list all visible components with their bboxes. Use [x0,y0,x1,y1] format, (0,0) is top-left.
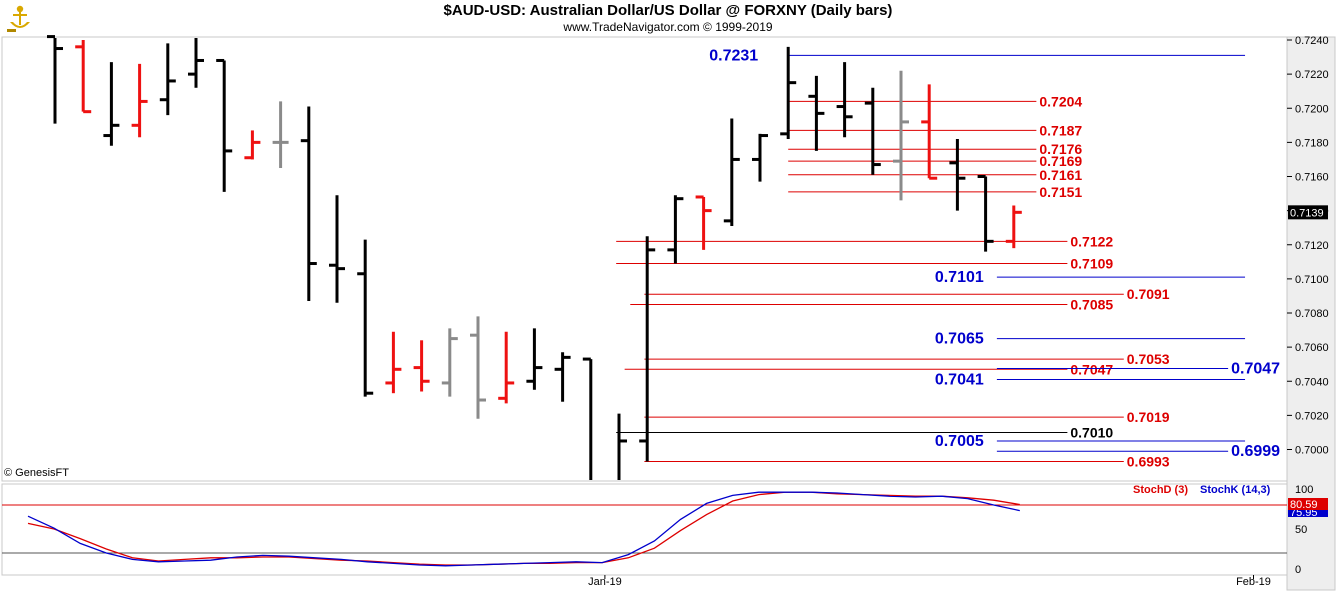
ohlc-bar [357,239,374,397]
ohlc-bar [47,35,63,124]
level-label: 0.7151 [1039,184,1082,200]
level-label: 0.7109 [1070,256,1113,272]
stoch-tick-label: 50 [1295,524,1307,536]
ohlc-bar [949,138,966,211]
level-label: 0.7091 [1127,286,1170,302]
stoch-k-line [27,491,1020,567]
stoch-tick-label: 0 [1295,564,1301,576]
ohlc-bar [244,130,261,160]
price-tick-label: 0.7200 [1295,103,1329,115]
price-tick-label: 0.7100 [1295,274,1329,286]
ohlc-bar [752,133,768,182]
price-tick-label: 0.7240 [1295,35,1329,47]
price-tick-label: 0.7220 [1295,69,1329,81]
ohlc-bar [329,195,345,303]
price-tick-label: 0.7160 [1295,172,1329,184]
time-tick-label: Feb-19 [1236,576,1271,588]
price-tick-label: 0.7000 [1295,445,1329,457]
level-label: 0.7169 [1039,153,1082,169]
price-axis: 0.72400.72200.72000.71800.71600.71400.71… [1287,35,1329,457]
stoch-k-legend: StochK (14,3) [1200,484,1271,496]
ohlc-bar [131,63,148,138]
price-tick-label: 0.7080 [1295,308,1329,320]
ohlc-bar [526,328,543,390]
ohlc-bar [723,118,740,226]
ohlc-bar [864,87,881,175]
ohlc-bar [272,101,289,168]
level-label: 0.7161 [1039,167,1082,183]
chart-subtitle: www.TradeNavigator.com © 1999-2019 [563,20,773,34]
ohlc-bar [188,38,204,88]
ohlc-bar [1005,205,1022,249]
ohlc-bar [667,195,684,264]
chart-title: $AUD-USD: Australian Dollar/US Dollar @ … [443,2,893,19]
level-label: 0.7204 [1039,93,1082,109]
price-tick-label: 0.7060 [1295,342,1329,354]
ohlc-bar [413,340,430,392]
ohlc-bar [780,46,797,139]
ohlc-bar [836,62,853,138]
level-label: 0.6999 [1231,443,1280,460]
ohlc-bar [385,331,402,394]
stoch-plot-area [1,483,1288,576]
time-axis: Jan-19 Feb-19 [2,574,1287,588]
copyright-label: © GenesisFT [4,467,69,479]
ohlc-bar [893,70,909,201]
ohlc-bar [159,43,176,116]
stoch-d-value-box [1288,498,1328,510]
level-label: 0.7065 [935,331,984,348]
price-tick-label: 0.7180 [1295,137,1329,149]
level-label: 0.7122 [1070,233,1113,249]
ohlc-bar [441,328,458,397]
level-label: 0.7047 [1070,361,1113,377]
trade-navigator-logo-icon [4,2,36,34]
price-tick-label: 0.7020 [1295,410,1329,422]
ohlc-bar [695,195,712,250]
level-label: 0.7019 [1127,409,1170,425]
stoch-d-legend: StochD (3) [1133,484,1188,496]
stoch-tick-label: 100 [1295,484,1313,496]
stoch-d-value: 80.59 [1290,499,1318,511]
axis-column [1286,36,1336,591]
level-label: 0.7176 [1039,141,1082,157]
level-label: 0.7047 [1231,360,1280,377]
ohlc-bar [300,106,317,302]
level-label: 0.7085 [1070,296,1113,312]
level-lines: 0.72310.72040.71870.71760.71690.71610.71… [616,47,1280,469]
level-label: 0.7005 [935,433,984,450]
ohlc-bar [808,75,825,151]
ohlc-bar [470,316,486,419]
ohlc-bar [921,84,938,180]
last-price-label: 0.7139 [1290,207,1324,219]
price-bars [47,35,1022,492]
ohlc-bar [103,62,120,146]
last-price-box [1288,205,1328,220]
ohlc-bar [216,58,233,192]
price-plot-area [1,36,1288,482]
time-tick-label: Jan-19 [588,576,622,588]
level-label: 0.7053 [1127,351,1170,367]
level-label: 0.7231 [709,47,758,64]
ohlc-bar [498,331,515,404]
ohlc-bar [554,352,571,402]
level-label: 0.7101 [935,269,984,286]
price-tick-label: 0.7120 [1295,240,1329,252]
level-label: 0.7041 [935,372,984,389]
level-label: 0.7187 [1039,122,1082,138]
ohlc-bar [75,40,92,114]
stoch-k-value-box [1288,507,1328,517]
level-label: 0.7010 [1070,424,1113,440]
price-tick-label: 0.7040 [1295,376,1329,388]
ohlc-bar [639,236,656,462]
ohlc-bar [977,175,994,252]
price-panel [1,36,1336,591]
level-label: 0.6993 [1127,453,1170,469]
